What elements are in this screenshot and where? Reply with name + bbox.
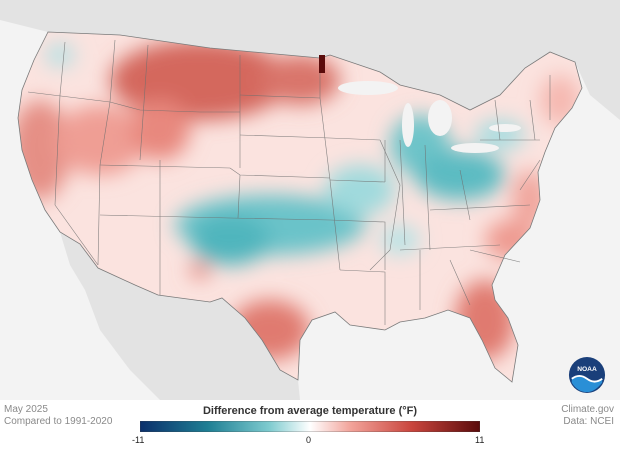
legend-unit: (°F) xyxy=(398,405,418,417)
data-source-label: Data: NCEI xyxy=(563,416,614,427)
legend-color-bar xyxy=(140,421,480,432)
source-label: Climate.gov xyxy=(561,404,614,415)
us-outline xyxy=(17,31,583,383)
baseline-label: Compared to 1991-2020 xyxy=(4,416,113,427)
period-label: May 2025 xyxy=(4,404,48,415)
canada-land xyxy=(0,0,620,120)
legend-max-label: 11 xyxy=(475,435,485,445)
legend-min-label: -11 xyxy=(132,435,145,445)
anomaly-map xyxy=(0,0,620,400)
max-anomaly-spot xyxy=(319,55,325,73)
period-info: May 2025 Compared to 1991-2020 xyxy=(4,404,112,428)
source-info: Climate.gov Data: NCEI xyxy=(561,404,614,428)
legend-mid-label: 0 xyxy=(306,435,312,445)
noaa-logo-text: NOAA xyxy=(577,366,597,373)
state-borders xyxy=(27,39,551,325)
great-lakes xyxy=(338,81,521,153)
mexico-land xyxy=(60,232,300,400)
legend-title: Difference from average temperature (°F) xyxy=(140,405,480,417)
noaa-logo: NOAA xyxy=(568,356,606,394)
legend-title-text: Difference from average temperature xyxy=(202,405,396,417)
